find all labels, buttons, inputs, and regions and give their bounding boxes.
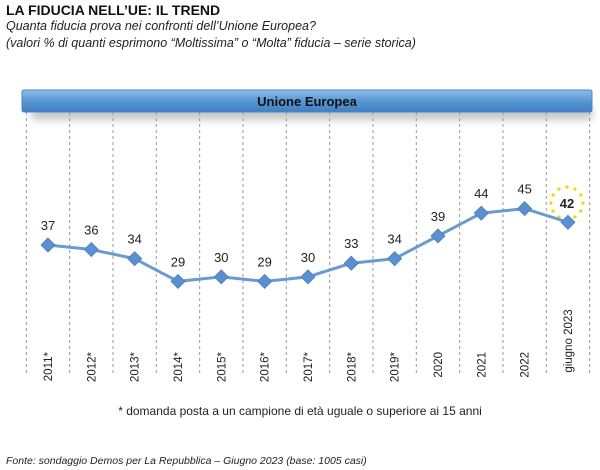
eu-star — [580, 200, 586, 206]
x-tick-label: 2017* — [303, 351, 315, 382]
eu-star — [556, 186, 562, 192]
x-tick-label: 2016* — [260, 351, 272, 382]
x-tick-label: giugno 2023 — [563, 309, 575, 372]
eu-star — [578, 208, 584, 214]
footnote: * domanda posta a un campione di età ugu… — [118, 404, 482, 418]
x-tick-label: 2019* — [390, 351, 402, 382]
data-point — [170, 273, 186, 289]
data-label: 30 — [214, 250, 228, 265]
chart-subtitle-note: (valori % di quanti esprimono “Moltissim… — [6, 36, 416, 50]
data-point — [40, 237, 56, 253]
data-label: 39 — [431, 209, 445, 224]
eu-star — [550, 192, 556, 198]
chart-subtitle-question: Quanta fiducia prova nei confronti dell’… — [6, 19, 316, 33]
series-banner: Unione Europea — [21, 89, 593, 120]
data-label: 34 — [127, 232, 141, 247]
eu-star — [578, 192, 584, 198]
x-tick-label: 2014* — [173, 351, 185, 382]
vertical-gridlines — [25, 112, 591, 376]
data-point — [387, 251, 403, 267]
data-label: 45 — [517, 182, 531, 197]
x-axis-ticks: 2011* 2012* 2013* 2014* 2015* 2016* 2017* 2018*… — [43, 309, 575, 382]
data-label: 34 — [387, 232, 401, 247]
eu-star — [550, 208, 556, 214]
x-tick-label: 2022 — [520, 352, 532, 378]
data-label: 29 — [257, 254, 271, 269]
data-point — [257, 273, 273, 289]
data-label: 44 — [474, 186, 488, 201]
data-label: 42 — [560, 196, 574, 211]
data-point — [343, 255, 359, 271]
x-tick-label: 2013* — [130, 351, 142, 382]
x-tick-label: 2018* — [346, 351, 358, 382]
eu-star — [572, 214, 578, 219]
data-label: 37 — [41, 218, 55, 233]
banner-label: Unione Europea — [257, 94, 357, 109]
data-point — [517, 201, 533, 217]
data-label: 33 — [344, 236, 358, 251]
data-label: 36 — [84, 223, 98, 238]
x-tick-label: 2015* — [216, 351, 228, 382]
trend-chart: Unione Europea 37 36 34 29 30 29 30 33 34 39 44 45 4… — [21, 89, 593, 382]
data-point — [473, 205, 489, 221]
eu-star — [556, 214, 562, 219]
x-tick-label: 2012* — [86, 351, 98, 382]
eu-star — [572, 186, 578, 192]
data-point — [430, 228, 446, 244]
x-tick-label: 2020 — [433, 352, 445, 378]
chart-title: LA FIDUCIA NELL’UE: IL TREND — [6, 2, 221, 18]
x-tick-label: 2011* — [43, 351, 55, 381]
data-label: 30 — [301, 250, 315, 265]
data-point — [83, 241, 99, 258]
x-tick-label: 2021 — [476, 352, 488, 378]
data-labels: 37 36 34 29 30 29 30 33 34 39 44 45 42 — [41, 182, 574, 270]
data-point — [127, 251, 143, 267]
data-label: 29 — [171, 254, 185, 269]
data-point — [560, 214, 576, 230]
eu-star — [548, 200, 554, 206]
data-point — [213, 269, 229, 285]
eu-star — [564, 184, 570, 190]
data-point — [300, 269, 316, 285]
source-note: Fonte: sondaggio Demos per La Repubblica… — [6, 455, 367, 467]
series-line — [40, 201, 576, 289]
